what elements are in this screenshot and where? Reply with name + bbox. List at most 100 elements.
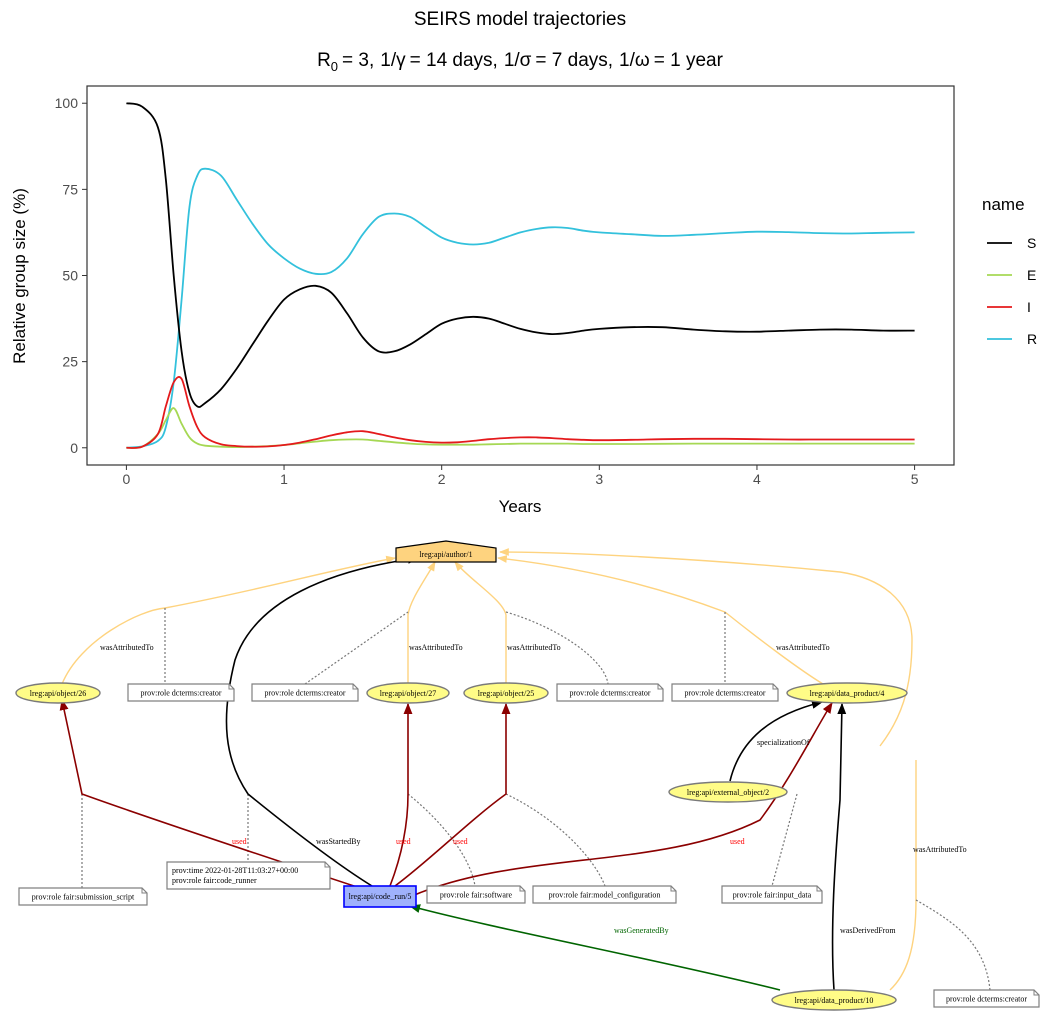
edge-ext2-specialization-dp4 — [729, 700, 824, 782]
entity-ellipse — [786, 682, 908, 704]
provenance-graph: wasAttributedTo wasAttributedTo wasAttri… — [15, 540, 1040, 1011]
note-fold — [670, 886, 676, 892]
node-obj27[interactable]: lreg:api/object/27 — [366, 682, 450, 704]
edge-dp10-generated-run5 — [408, 904, 781, 991]
note-box-shape — [251, 683, 359, 702]
note-text: prov:role fair:model_configuration — [549, 891, 661, 900]
x-axis: 0 1 2 3 4 5 — [123, 465, 919, 487]
note-fold — [141, 888, 147, 894]
note-n1: prov:role dcterms:creator — [127, 683, 235, 702]
subtitle-r-value: = 3, — [342, 50, 374, 71]
node-obj26-label: lreg:api/object/26 — [30, 689, 86, 698]
label-attributed-obj25: wasAttributedTo — [507, 643, 561, 652]
y-tick-label: 100 — [55, 95, 79, 111]
note-text: prov:role fair:input_data — [733, 891, 812, 900]
note-box-shape — [671, 683, 779, 702]
note-box-shape — [721, 885, 823, 904]
edge-obj25-attributed-author — [454, 561, 507, 684]
entity-ellipse — [15, 682, 101, 704]
x-tick-label: 4 — [753, 471, 761, 487]
edge-obj26-attributed-author — [164, 555, 396, 609]
dotted-n9 — [771, 793, 798, 887]
note-box-shape — [556, 683, 664, 702]
edge-run5-used-obj27 — [389, 702, 413, 887]
subtitle-sigma-label: 1/σ — [504, 50, 532, 71]
note-box-shape — [18, 887, 148, 906]
edge-dp10-attributed-lower — [889, 760, 917, 991]
note-n6: prov:time 2022-01-28T11:03:27+00:00prov:… — [166, 861, 331, 890]
edge-run5-started-author — [225, 554, 420, 887]
label-derived-from: wasDerivedFrom — [840, 926, 896, 935]
note-text: prov:role fair:submission_script — [32, 893, 135, 902]
note-n3: prov:role dcterms:creator — [556, 683, 664, 702]
note-box-shape — [426, 885, 526, 904]
series-lines — [126, 102, 915, 449]
note-text: prov:role dcterms:creator — [140, 689, 221, 698]
label-used-obj25: used — [453, 837, 468, 846]
dotted-n10 — [915, 899, 991, 991]
note-text: prov:role dcterms:creator — [264, 689, 345, 698]
note-n9: prov:role fair:input_data — [721, 885, 823, 904]
series-line-S — [126, 102, 915, 408]
edge-run5-used-obj25 — [394, 702, 511, 887]
node-dp4-label: lreg:api/data_product/4 — [810, 689, 885, 698]
legend-title: name — [982, 195, 1025, 214]
node-author[interactable]: lreg:api/author/1 — [395, 540, 497, 563]
node-obj26[interactable]: lreg:api/object/26 — [15, 682, 101, 704]
node-dp10[interactable]: lreg:api/data_product/10 — [771, 989, 897, 1011]
subtitle-r-symbol: R — [317, 50, 331, 71]
activity-rect — [343, 885, 417, 908]
chart-title: SEIRS model trajectories — [414, 9, 626, 30]
note-fold — [1033, 990, 1039, 996]
label-attributed-obj26: wasAttributedTo — [100, 643, 154, 652]
agent-house-shape — [395, 540, 497, 563]
plot-panel — [86, 85, 955, 466]
label-attributed-dp4: wasAttributedTo — [776, 643, 830, 652]
legend-label-I: I — [1027, 299, 1031, 315]
node-dp4[interactable]: lreg:api/data_product/4 — [786, 682, 908, 704]
edge-dp10-derived-dp4 — [831, 702, 847, 991]
label-used-obj26: used — [232, 837, 247, 846]
node-ext2-label: lreg:api/external_object/2 — [687, 788, 769, 797]
legend-label-R: R — [1027, 331, 1037, 347]
label-specialization: specializationOf — [757, 738, 810, 747]
x-tick-label: 3 — [595, 471, 603, 487]
node-obj25[interactable]: lreg:api/object/25 — [463, 682, 549, 704]
note-box-shape — [166, 861, 331, 890]
note-text: prov:role dcterms:creator — [946, 995, 1027, 1004]
note-text-line1: prov:time 2022-01-28T11:03:27+00:00 — [172, 866, 298, 875]
series-line-E — [126, 407, 915, 449]
entity-ellipse — [668, 781, 788, 803]
subtitle-sigma-value: = 7 days, — [535, 50, 613, 71]
label-used-obj27: used — [396, 837, 411, 846]
note-n8: prov:role fair:model_configuration — [532, 885, 677, 904]
entity-ellipse — [366, 682, 450, 704]
note-n5: prov:role fair:submission_script — [18, 887, 148, 906]
note-fold — [324, 862, 330, 868]
node-ext2[interactable]: lreg:api/external_object/2 — [668, 781, 788, 803]
legend: name SEIR — [982, 195, 1037, 347]
legend-label-S: S — [1027, 235, 1036, 251]
note-fold — [352, 684, 358, 690]
label-used-dp4: used — [730, 837, 745, 846]
label-started-by: wasStartedBy — [316, 837, 360, 846]
node-dp10-label: lreg:api/data_product/10 — [795, 996, 874, 1005]
note-fold — [772, 684, 778, 690]
node-run5[interactable]: lreg:api/code_run/5 — [343, 885, 417, 908]
note-text: prov:role dcterms:creator — [684, 689, 765, 698]
label-generated-by: wasGeneratedBy — [614, 926, 669, 935]
y-axis-label: Relative group size (%) — [10, 188, 29, 364]
node-author-label: lreg:api/author/1 — [419, 550, 472, 559]
x-tick-label: 2 — [438, 471, 446, 487]
dotted-n7 — [407, 793, 476, 887]
subtitle-omega-value: = 1 year — [654, 50, 724, 71]
edge-run5-used-obj26 — [59, 698, 361, 889]
chart-subtitle: R0 = 3, 1/γ = 14 days, 1/σ = 7 days, 1/ω = 1 ye… — [317, 50, 724, 74]
note-n4: prov:role dcterms:creator — [671, 683, 779, 702]
y-tick-label: 75 — [62, 181, 78, 197]
dotted-n3 — [505, 611, 609, 685]
subtitle-gamma-value: = 14 days, — [410, 50, 498, 71]
node-obj25-label: lreg:api/object/25 — [478, 689, 534, 698]
note-n7: prov:role fair:software — [426, 885, 526, 904]
